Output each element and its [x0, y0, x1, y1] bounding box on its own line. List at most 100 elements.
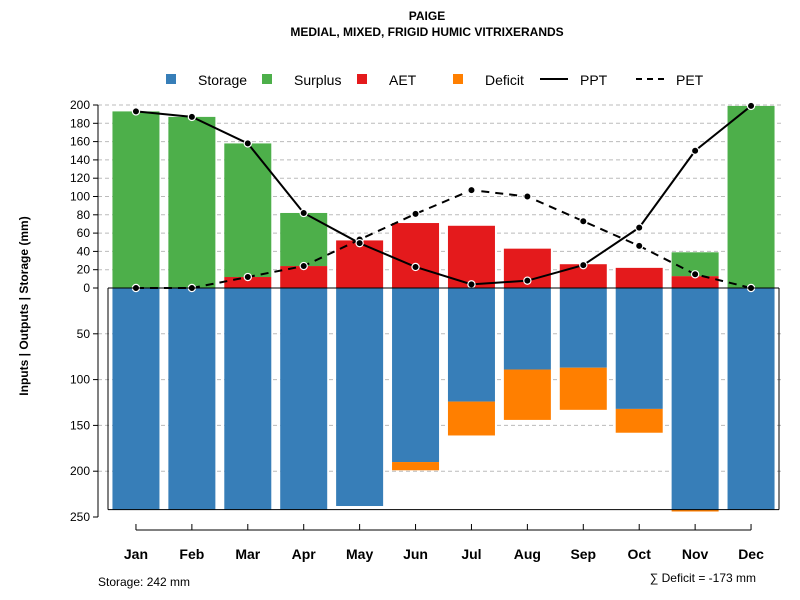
legend: Storage Surplus AET Deficit PPT PET [166, 72, 704, 88]
pet-point [243, 272, 252, 282]
y-tick-label: 160 [70, 135, 90, 149]
pet-point [523, 192, 532, 201]
y-tick-label: 20 [77, 263, 91, 277]
y-tick-label: 100 [70, 373, 90, 387]
pet-point [579, 217, 588, 226]
x-tick-label: Dec [738, 546, 764, 562]
aet-bar [280, 266, 328, 288]
storage-bar [503, 288, 551, 370]
ppt-point [746, 101, 756, 111]
lines [131, 101, 756, 293]
pet-line [135, 189, 752, 289]
storage-bar [671, 288, 719, 510]
storage-bar [280, 288, 328, 510]
aet-bar [671, 276, 719, 288]
storage-bar [112, 288, 160, 510]
x-tick-label: Mar [235, 546, 260, 562]
surplus-bar [168, 116, 216, 289]
storage-bar [392, 288, 440, 463]
legend-storage-label: Storage [198, 72, 247, 88]
ppt-point [690, 146, 700, 155]
legend-deficit-swatch [453, 74, 463, 84]
storage-bar [168, 288, 216, 510]
deficit-bar [392, 462, 440, 471]
ppt-point [131, 107, 141, 116]
x-tick-label: Aug [514, 546, 541, 562]
ppt-point [523, 276, 532, 285]
x-tick-label: Oct [628, 546, 652, 562]
storage-bar [447, 288, 495, 402]
y-tick-label: 180 [70, 116, 90, 130]
y-tick-label: 80 [77, 208, 91, 222]
aet-bar [447, 225, 495, 288]
ppt-point [299, 208, 308, 218]
surplus-bar [727, 105, 775, 288]
deficit-bar [671, 509, 719, 512]
aet-bar [224, 277, 272, 288]
aet-bar [615, 267, 663, 288]
legend-deficit-label: Deficit [485, 72, 524, 88]
legend-pet-label: PET [676, 72, 704, 88]
y-tick-label: 200 [70, 98, 90, 112]
x-tick-label: Apr [292, 546, 317, 562]
y-tick-label: 0 [83, 281, 90, 295]
storage-bar [336, 288, 384, 507]
legend-storage-swatch [166, 74, 176, 84]
bars [112, 105, 775, 512]
x-tick-label: May [346, 546, 373, 562]
axes: 0 20 40 60 80 100 120 140 160 180 200 50 100 150 200 25… [70, 98, 780, 562]
legend-surplus-swatch [262, 74, 272, 84]
deficit-footer: ∑ Deficit = -173 mm [650, 571, 756, 585]
x-tick-label: Jan [124, 546, 148, 562]
surplus-bar [671, 252, 719, 277]
y-tick-label: 50 [77, 327, 91, 341]
ppt-point [187, 112, 197, 122]
y-tick-label: 60 [77, 226, 91, 240]
ppt-point [467, 280, 476, 289]
storage-bar [224, 288, 272, 510]
x-tick-label: Jun [403, 546, 428, 562]
y-tick-label: 150 [70, 418, 90, 432]
pet-point [411, 209, 420, 219]
surplus-bar [112, 111, 160, 288]
deficit-bar [447, 401, 495, 436]
ppt-point [243, 139, 252, 148]
y-tick-label: 250 [70, 510, 90, 524]
surplus-bar [224, 143, 272, 278]
y-tick-label: 100 [70, 190, 90, 204]
y-tick-label: 120 [70, 171, 90, 185]
y-tick-label: 200 [70, 464, 90, 478]
y-tick-label: 140 [70, 153, 90, 167]
deficit-bar [615, 408, 663, 433]
pet-point [299, 261, 308, 271]
pet-point [635, 241, 644, 251]
ppt-point [579, 260, 588, 270]
pet-point [690, 270, 700, 279]
storage-bar [559, 288, 607, 368]
x-tick-label: Sep [570, 546, 596, 562]
y-axis-title: Inputs | Outputs | Storage (mm) [17, 216, 31, 395]
storage-bar [615, 288, 663, 409]
storage-footer: Storage: 242 mm [98, 575, 190, 589]
x-tick-label: Feb [179, 546, 204, 562]
pet-point [467, 185, 476, 195]
aet-bar [336, 240, 384, 288]
chart-subtitle: MEDIAL, MIXED, FRIGID HUMIC VITRIXERANDS [290, 25, 563, 39]
ppt-line [135, 105, 752, 286]
storage-bar [727, 288, 775, 510]
x-tick-label: Jul [461, 546, 481, 562]
legend-aet-swatch [357, 74, 367, 84]
aet-bar [392, 223, 440, 288]
chart-title: PAIGE [409, 9, 445, 23]
deficit-bar [559, 367, 607, 410]
ppt-point [355, 238, 364, 248]
legend-surplus-label: Surplus [294, 72, 341, 88]
ppt-point [411, 262, 420, 272]
legend-aet-label: AET [389, 72, 417, 88]
ppt-point [635, 223, 644, 232]
deficit-bar [503, 369, 551, 420]
y-tick-label: 40 [77, 244, 91, 258]
x-tick-label: Nov [682, 546, 709, 562]
aet-bar [559, 264, 607, 288]
